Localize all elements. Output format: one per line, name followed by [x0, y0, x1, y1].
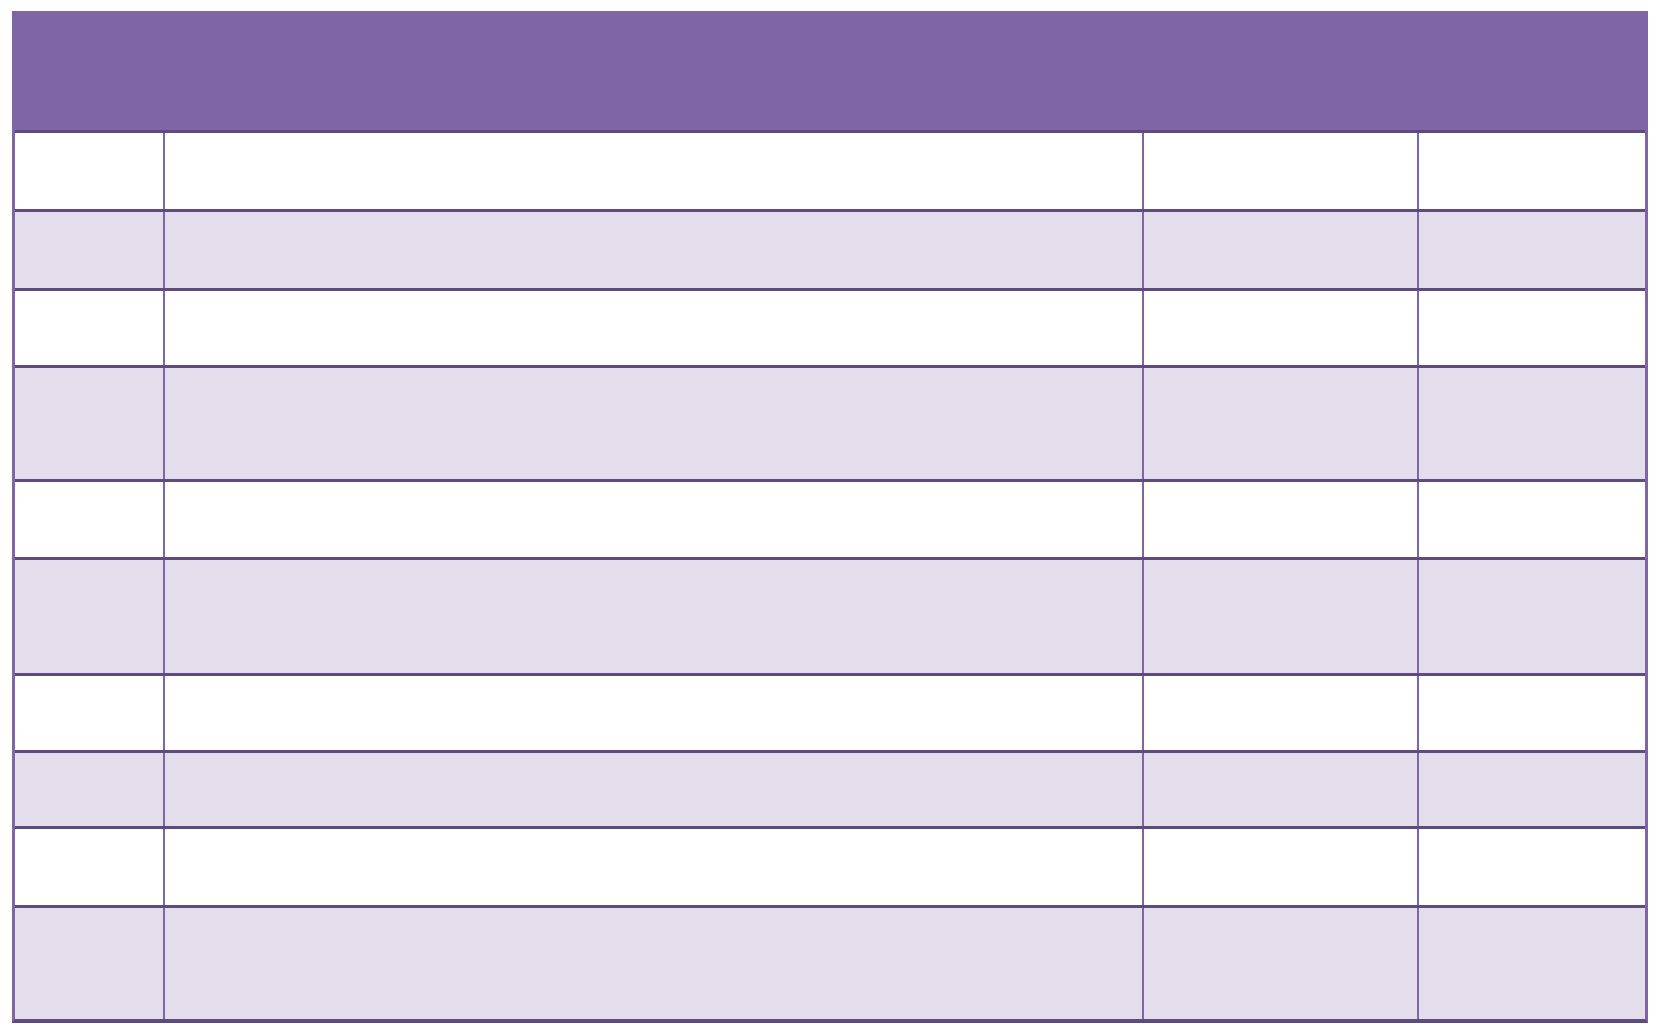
table-cell: [15, 908, 163, 1019]
table-cell: [1142, 212, 1417, 288]
table-cell: [162, 212, 1143, 288]
table-cell: [1416, 368, 1645, 479]
table-cell: [15, 676, 163, 750]
table-cell: [162, 291, 1143, 365]
table-cell: [1416, 829, 1645, 905]
table-cell: [162, 368, 1143, 479]
table-row: [15, 365, 1645, 479]
table-cell: [1142, 676, 1417, 750]
table-cell: [1142, 908, 1417, 1019]
table-cell: [1416, 212, 1645, 288]
table-row: [15, 209, 1645, 288]
table-cell: [1142, 368, 1417, 479]
table-cell: [15, 212, 163, 288]
table-row: [15, 288, 1645, 365]
table-row: [15, 130, 1645, 209]
table-cell: [1142, 829, 1417, 905]
table-cell: [15, 560, 163, 673]
table-cell: [162, 753, 1143, 826]
table-cell: [1416, 753, 1645, 826]
table-row: [15, 557, 1645, 673]
table-cell: [1416, 676, 1645, 750]
table-cell: [1416, 560, 1645, 673]
table-cell: [162, 908, 1143, 1019]
table-row: [15, 750, 1645, 826]
table-cell: [1142, 753, 1417, 826]
table-cell: [1416, 291, 1645, 365]
table-cell: [1416, 908, 1645, 1019]
table-cell: [1142, 482, 1417, 557]
table-cell: [15, 291, 163, 365]
table-row: [15, 826, 1645, 905]
table-cell: [162, 133, 1143, 209]
table-cell: [1142, 291, 1417, 365]
table-cell: [162, 560, 1143, 673]
table-cell: [15, 133, 163, 209]
table-cell: [1416, 133, 1645, 209]
table-cell: [162, 676, 1143, 750]
table-row: [15, 673, 1645, 750]
table-cell: [15, 368, 163, 479]
table-cell: [15, 829, 163, 905]
table-cell: [162, 829, 1143, 905]
table-header-band: [15, 11, 1645, 130]
table-body: [15, 130, 1645, 1019]
table-cell: [15, 753, 163, 826]
table-row: [15, 479, 1645, 557]
table-cell: [1142, 133, 1417, 209]
table-cell: [15, 482, 163, 557]
table-row: [15, 905, 1645, 1019]
table-cell: [162, 482, 1143, 557]
purple-table: [12, 11, 1648, 1023]
table-cell: [1142, 560, 1417, 673]
table-cell: [1416, 482, 1645, 557]
